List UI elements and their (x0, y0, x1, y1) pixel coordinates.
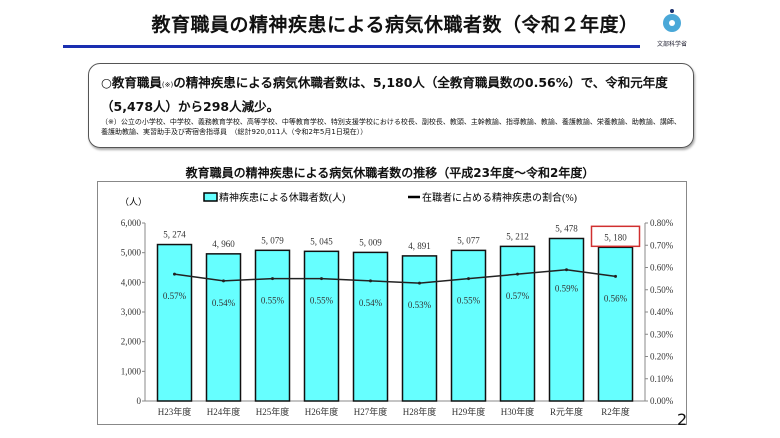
bar (597, 246, 634, 402)
ratio-point (173, 272, 176, 276)
bar (352, 251, 389, 402)
ratio-point (614, 274, 617, 278)
ratio-label: 0.55% (457, 296, 481, 306)
bar-value-label: 5, 009 (359, 237, 382, 247)
x-tick-label: R2年度 (601, 406, 630, 417)
ratio-point (222, 279, 225, 283)
x-tick-label: H29年度 (452, 406, 486, 417)
summary-note: （※）公立の小学校、中学校、義務教育学校、高等学校、中等教育学校、特別支援学校に… (101, 118, 681, 136)
highlight-box (590, 225, 641, 248)
y-tick-label: 4,000 (121, 277, 142, 287)
y-tick-label: 6,000 (121, 218, 142, 228)
y2-tick-label: 0.30% (650, 329, 674, 339)
x-tick-label: R元年度 (550, 406, 583, 417)
x-tick-label: H24年度 (207, 406, 241, 417)
chart-title: 教育職員の精神疾患による病気休職者数の推移（平成23年度～令和2年度） (185, 166, 595, 180)
bar (303, 250, 340, 402)
bar-value-label: 4, 891 (408, 241, 431, 251)
bar-value-label: 5, 274 (163, 230, 186, 240)
y-axis-label: （人） (120, 197, 147, 207)
bar (156, 243, 193, 402)
y2-tick-label: 0.80% (650, 218, 674, 228)
summary-box: ○教育職員(※)の精神疾患による病気休職者数は、5,180人（全教育職員数の0.… (88, 63, 694, 148)
legend-bar-swatch (203, 192, 218, 202)
x-tick-label: H28年度 (403, 406, 437, 417)
x-tick-label: H30年度 (501, 406, 535, 417)
ratio-label: 0.56% (604, 293, 628, 303)
bar-value-label: 5, 077 (457, 235, 480, 245)
mext-logo: 文部科学省 (654, 8, 690, 48)
y-tick-label: 2,000 (121, 337, 142, 347)
y2-tick-label: 0.40% (650, 307, 674, 317)
ratio-label: 0.59% (555, 284, 579, 294)
summary-mark: (※) (161, 81, 174, 89)
ratio-line (174, 268, 616, 284)
ratio-point (418, 281, 421, 285)
summary-prefix: ○教育職員 (101, 75, 162, 90)
ratio-label: 0.54% (212, 298, 236, 308)
bar (401, 255, 438, 402)
legend-line-label: 在職者に占める精神疾患の割合(%) (422, 191, 577, 204)
ratio-point (369, 279, 372, 283)
ratio-point (271, 277, 274, 281)
y-tick-label: 3,000 (121, 307, 142, 317)
ratio-point (467, 277, 470, 281)
ratio-label: 0.57% (163, 291, 187, 301)
summary-text: ○教育職員(※)の精神疾患による病気休職者数は、5,180人（全教育職員数の0.… (101, 72, 686, 117)
chart-frame (97, 181, 687, 425)
x-tick-label: H27年度 (354, 406, 388, 417)
ratio-label: 0.53% (408, 300, 432, 310)
page-number: 2 (677, 410, 688, 429)
legend-bar-label: 精神疾患による休職者数(人) (219, 191, 345, 204)
ratio-point (320, 277, 323, 281)
ratio-label: 0.55% (310, 296, 334, 306)
bar-value-label: 5, 478 (555, 223, 578, 233)
y2-tick-label: 0.60% (650, 263, 674, 273)
x-tick-label: H25年度 (256, 406, 290, 417)
y-tick-label: 1,000 (121, 366, 142, 376)
bar (254, 249, 291, 402)
title-underline (63, 45, 640, 48)
bar-value-label: 5, 045 (310, 236, 333, 246)
ratio-point (516, 272, 519, 276)
bar (450, 249, 487, 402)
summary-body: の精神疾患による病気休職者数は、5,180人（全教育職員数の0.56%）で、令和… (101, 75, 668, 114)
bar (205, 253, 242, 402)
y-tick-label: 5,000 (121, 248, 142, 258)
page-title: 教育職員の精神疾患による病気休職者数（令和２年度） (151, 14, 639, 36)
y2-tick-label: 0.10% (650, 374, 674, 384)
y2-tick-label: 0.00% (650, 396, 674, 406)
bar-value-label: 5, 180 (604, 232, 627, 242)
logo-emblem-icon (663, 9, 681, 32)
y2-tick-label: 0.70% (650, 240, 674, 250)
ratio-point (565, 268, 568, 272)
logo-text: 文部科学省 (656, 41, 687, 48)
x-tick-label: H26年度 (305, 406, 339, 417)
bar (499, 245, 536, 402)
y-tick-label: 0 (137, 396, 142, 406)
ratio-label: 0.55% (261, 296, 285, 306)
y2-tick-label: 0.50% (650, 285, 674, 295)
x-tick-label: H23年度 (158, 406, 192, 417)
bar-value-label: 5, 079 (261, 235, 284, 245)
bar-value-label: 5, 212 (506, 231, 529, 241)
bar (548, 237, 585, 402)
ratio-label: 0.57% (506, 291, 530, 301)
ratio-label: 0.54% (359, 298, 383, 308)
bar-value-label: 4, 960 (212, 239, 235, 249)
y2-tick-label: 0.20% (650, 352, 674, 362)
